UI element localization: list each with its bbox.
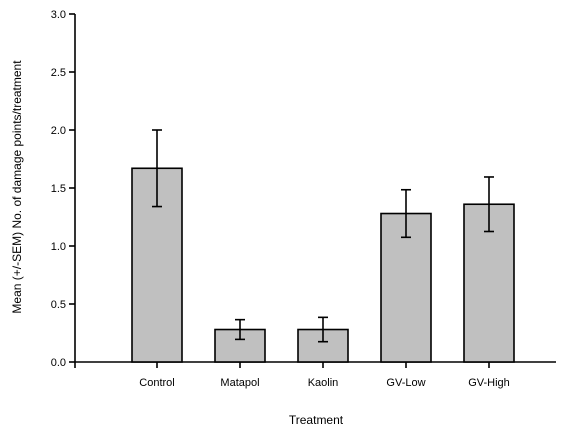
- x-tick-label: GV-Low: [386, 377, 425, 389]
- x-tick-label: GV-High: [468, 377, 510, 389]
- y-tick-label: 1.0: [51, 241, 66, 253]
- bar-gv-low: [380, 212, 432, 363]
- x-axis-label: Treatment: [289, 413, 344, 427]
- y-axis-label: Mean (+/-SEM) No. of damage points/treat…: [10, 60, 24, 314]
- y-tick-label: 2.0: [51, 125, 66, 137]
- error-bars: [152, 129, 494, 343]
- x-tick-label: Matapol: [220, 377, 259, 389]
- y-axis: 0.0 0.5 1.0 1.5 2.0 2.5 3.0: [51, 9, 76, 369]
- x-tick-label: Kaolin: [308, 377, 339, 389]
- x-tick-label: Control: [139, 377, 174, 389]
- y-tick-label: 1.5: [51, 183, 66, 195]
- y-tick-label: 3.0: [51, 9, 66, 21]
- y-tick-label: 0.0: [51, 357, 66, 369]
- y-tick-label: 0.5: [51, 299, 66, 311]
- y-tick-label: 2.5: [51, 67, 66, 79]
- x-axis: Control Matapol Kaolin GV-Low GV-High: [74, 361, 556, 389]
